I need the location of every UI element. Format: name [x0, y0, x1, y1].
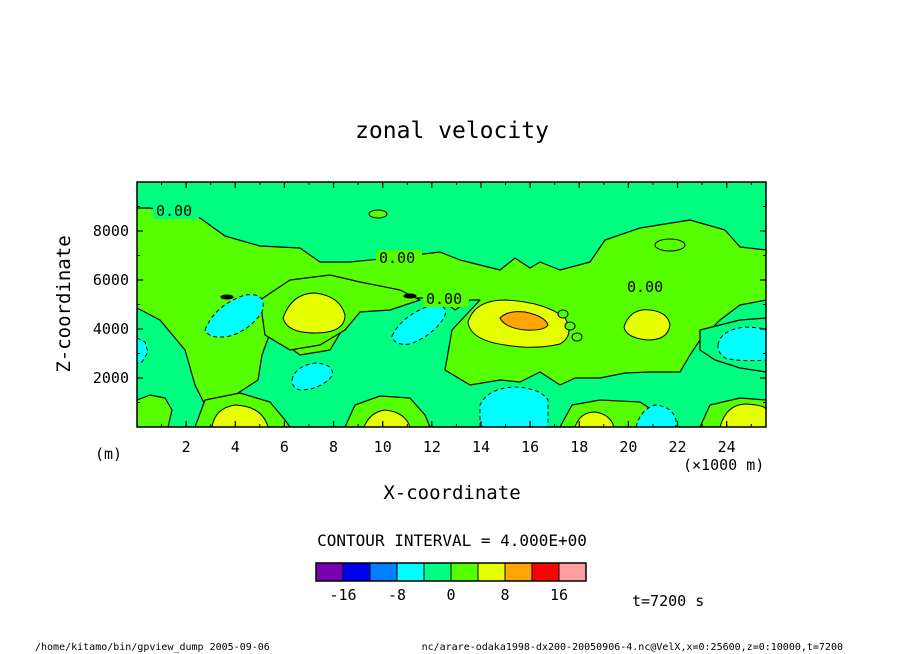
x-tick-label-0: 2 — [182, 438, 191, 456]
colorbar-swatch-8 — [531, 562, 560, 582]
colorbar-label-3: 8 — [500, 586, 509, 604]
colorbar-label-0: -16 — [329, 586, 356, 604]
loop-3 — [571, 332, 583, 342]
lower-left-negative — [137, 297, 766, 427]
min-bottom-right — [635, 404, 677, 427]
max-bottom-1 — [211, 404, 269, 427]
min-left-edge — [137, 337, 149, 364]
max-bottom-3 — [574, 411, 615, 427]
y-tick-label-3: 8000 — [93, 222, 129, 240]
min-left — [204, 294, 264, 338]
contour-label-3: 0.00 — [426, 290, 462, 308]
footer-left: /home/kitamo/bin/gpview_dump 2005-09-06 — [35, 642, 270, 653]
x-tick-label-10: 22 — [669, 438, 687, 456]
loop-2 — [564, 321, 576, 331]
x-tick-label-2: 6 — [280, 438, 289, 456]
x-axis-label: X-coordinate — [383, 482, 520, 504]
y-axis-label: Z-coordinate — [53, 235, 75, 372]
x-tick-label-6: 14 — [472, 438, 490, 456]
x-tick-label-8: 18 — [570, 438, 588, 456]
min-center — [391, 304, 446, 345]
y-tick-label-0: 2000 — [93, 369, 129, 387]
colorbar-swatch-1 — [342, 562, 371, 582]
time-label: t=7200 s — [632, 592, 704, 610]
x-tick-label-9: 20 — [619, 438, 637, 456]
loop-right-top — [654, 238, 686, 252]
loop-4 — [220, 294, 234, 300]
colorbar-swatch-6 — [477, 562, 506, 582]
contour-interval-label: CONTOUR INTERVAL = 4.000E+00 — [317, 531, 587, 550]
min-bottom-center — [479, 386, 549, 427]
colorbar-label-4: 16 — [550, 586, 568, 604]
x-tick-label-7: 16 — [521, 438, 539, 456]
x-tick-label-3: 8 — [329, 438, 338, 456]
y-axis: 2000 4000 6000 8000 — [93, 206, 766, 403]
colorbar-swatch-3 — [396, 562, 425, 582]
colorbar-frame — [315, 562, 587, 582]
negative-region — [137, 182, 766, 427]
colorbar-swatch-2 — [369, 562, 398, 582]
x-tick-label-11: 24 — [718, 438, 736, 456]
x-tick-label-1: 4 — [231, 438, 240, 456]
upper-negative-band — [137, 182, 766, 271]
small-contour-loops — [220, 209, 686, 342]
colorbar-swatch-9 — [558, 562, 587, 582]
colorbar-swatch-4 — [423, 562, 452, 582]
x-tick-label-4: 10 — [374, 438, 392, 456]
chart-title: zonal velocity — [355, 118, 549, 144]
cyan-minima — [137, 294, 766, 427]
contour-label-4: 0.00 — [627, 278, 663, 296]
colorbar-label-2: 0 — [446, 586, 455, 604]
x-tick-label-5: 12 — [423, 438, 441, 456]
loop-top — [368, 209, 388, 219]
loop-1 — [557, 309, 569, 319]
plot-area: 0.00 0.00 0.00 0.00 — [136, 181, 767, 428]
contour-label-2: 0.00 — [379, 249, 415, 267]
left-bottom-positive — [137, 394, 173, 427]
contour-labels: 0.00 0.00 0.00 0.00 — [153, 202, 670, 308]
min-right — [717, 326, 766, 362]
max-bottom-2 — [363, 409, 411, 427]
loop-5 — [403, 293, 417, 299]
max-right — [623, 309, 671, 341]
y-tick-label-2: 6000 — [93, 271, 129, 289]
colorbar-label-1: -8 — [388, 586, 406, 604]
y-tick-label-1: 4000 — [93, 320, 129, 338]
min-lower-left — [291, 362, 333, 391]
colorbar-swatch-5 — [450, 562, 479, 582]
x-unit-label: (×1000 m) — [683, 456, 764, 474]
max-left — [282, 292, 346, 334]
y-unit-label: (m) — [95, 445, 122, 463]
x-axis: 2 4 6 8 10 12 14 16 18 20 22 24 — [161, 182, 752, 456]
colorbar-swatch-7 — [504, 562, 533, 582]
colorbar: -16 -8 0 8 16 — [315, 562, 587, 604]
colorbar-swatch-0 — [315, 562, 344, 582]
contour-label-1: 0.00 — [156, 202, 192, 220]
orange-maximum — [499, 311, 549, 331]
footer-right: nc/arare-odaka1998-dx200-20050906-4.nc@V… — [422, 642, 843, 653]
